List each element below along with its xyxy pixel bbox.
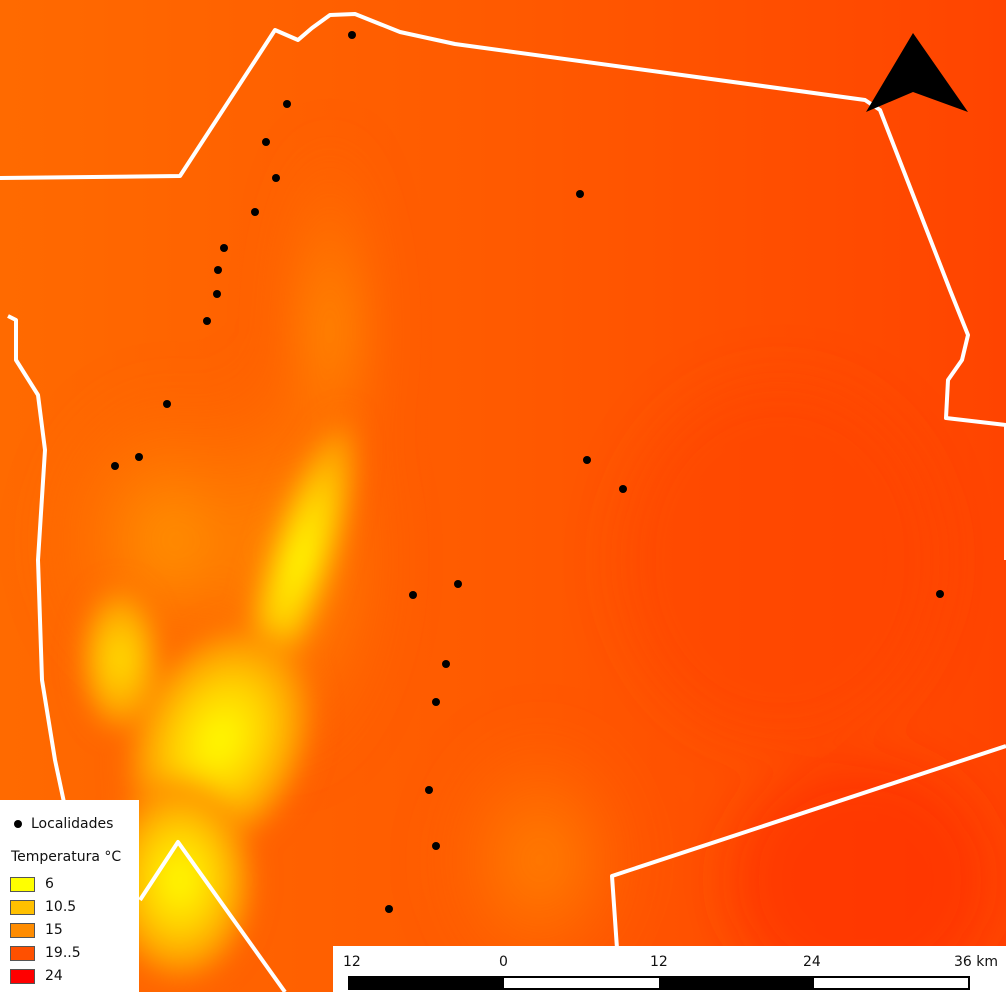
localidad-point[interactable] bbox=[409, 591, 417, 599]
localidad-point[interactable] bbox=[576, 190, 584, 198]
localidad-point[interactable] bbox=[272, 174, 280, 182]
legend-class-label: 24 bbox=[45, 968, 63, 984]
legend-class-row: 24 bbox=[10, 968, 63, 984]
legend-class-label: 6 bbox=[45, 876, 54, 892]
municipal-boundaries bbox=[0, 12, 1006, 992]
north-arrow-icon bbox=[866, 33, 968, 112]
localidad-point[interactable] bbox=[220, 244, 228, 252]
legend-class-label: 10.5 bbox=[45, 899, 77, 915]
scale-label: 36 km bbox=[954, 954, 999, 970]
localidad-point[interactable] bbox=[442, 660, 450, 668]
scale-label: 24 bbox=[803, 954, 821, 970]
localidad-point[interactable] bbox=[432, 842, 440, 850]
scale-label: 12 bbox=[343, 954, 361, 970]
map-legend: Localidades Temperatura °C 6 10.5 15 19.… bbox=[0, 800, 139, 992]
localidad-point[interactable] bbox=[425, 786, 433, 794]
legend-swatch bbox=[10, 876, 35, 892]
scale-label: 0 bbox=[499, 954, 508, 970]
localidad-point[interactable] bbox=[163, 400, 171, 408]
localidad-point[interactable] bbox=[251, 208, 259, 216]
point-symbol-icon bbox=[14, 820, 22, 828]
legend-swatch bbox=[10, 922, 35, 938]
localidad-point[interactable] bbox=[203, 317, 211, 325]
localidad-point[interactable] bbox=[283, 100, 291, 108]
localidad-point[interactable] bbox=[214, 266, 222, 274]
legend-title: Temperatura °C bbox=[11, 849, 122, 865]
legend-swatch bbox=[10, 945, 35, 961]
localidad-point[interactable] bbox=[213, 290, 221, 298]
scale-bar: 12 0 12 24 36 km bbox=[333, 946, 1006, 992]
legend-class-row: 19..5 bbox=[10, 945, 81, 961]
legend-class-row: 15 bbox=[10, 922, 63, 938]
coldest-zone bbox=[75, 407, 363, 990]
boundary-southwest bbox=[138, 840, 287, 992]
legend-points-label: Localidades bbox=[31, 816, 114, 832]
localidad-point[interactable] bbox=[111, 462, 119, 470]
localidad-point[interactable] bbox=[432, 698, 440, 706]
legend-class-label: 19..5 bbox=[45, 945, 81, 961]
scale-label: 12 bbox=[650, 954, 668, 970]
legend-swatch bbox=[10, 968, 35, 984]
legend-points-entry: Localidades bbox=[10, 816, 113, 832]
boundary-west bbox=[7, 314, 74, 841]
legend-swatch bbox=[10, 899, 35, 915]
localidad-point[interactable] bbox=[619, 485, 627, 493]
localidad-point[interactable] bbox=[262, 138, 270, 146]
scale-bar-segments bbox=[348, 976, 970, 990]
legend-class-label: 15 bbox=[45, 922, 63, 938]
localidad-point[interactable] bbox=[135, 453, 143, 461]
localidad-point[interactable] bbox=[385, 905, 393, 913]
legend-class-row: 6 bbox=[10, 876, 54, 892]
localidad-point[interactable] bbox=[348, 31, 356, 39]
localidad-point[interactable] bbox=[936, 590, 944, 598]
localidad-point[interactable] bbox=[454, 580, 462, 588]
localidad-point[interactable] bbox=[583, 456, 591, 464]
legend-class-row: 10.5 bbox=[10, 899, 76, 915]
localidades-layer bbox=[111, 31, 944, 913]
boundary-north bbox=[0, 12, 1006, 560]
